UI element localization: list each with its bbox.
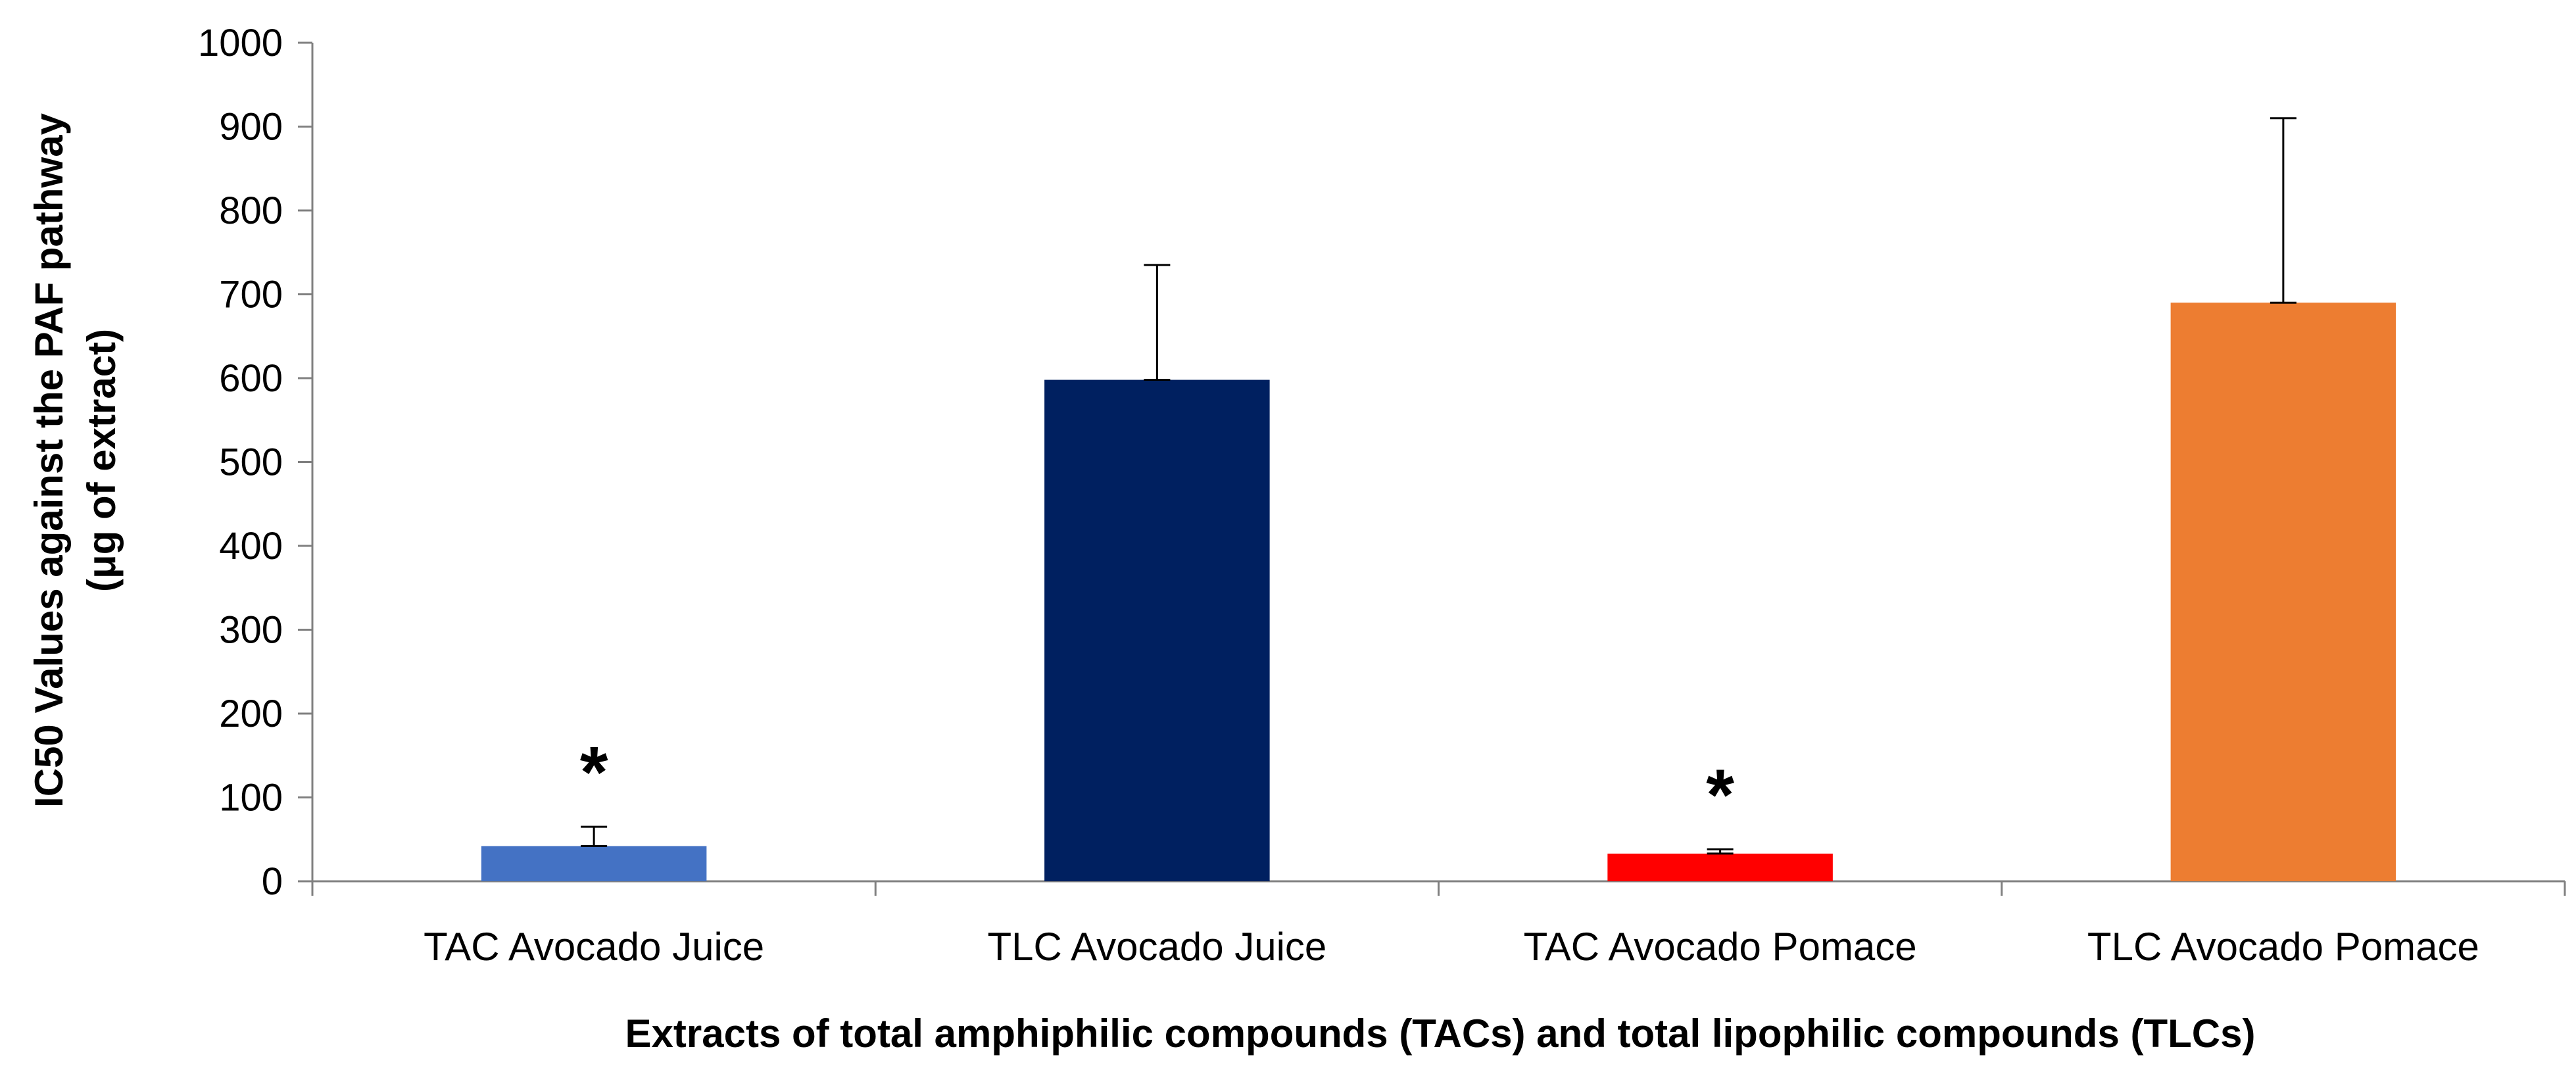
y-tick-label: 300 [219,609,283,652]
y-tick-label: 700 [219,274,283,316]
y-tick-label: 0 [262,860,283,903]
bar [481,846,707,881]
significance-marker: * [1706,755,1734,836]
y-tick-label: 100 [219,777,283,819]
bar [1044,379,1270,881]
y-tick-label: 600 [219,357,283,400]
y-tick-label: 1000 [198,22,283,64]
x-axis-title: Extracts of total amphiphilic compounds … [625,1011,2256,1056]
x-category-label: TLC Avocado Juice [987,925,1326,969]
bar [2170,303,2396,881]
y-axis-title-line1: IC50 Values against the PAF pathway [27,112,71,808]
x-category-label: TLC Avocado Pomace [2087,925,2479,969]
y-tick-label: 200 [219,693,283,735]
x-category-label: TAC Avocado Juice [424,925,764,969]
bar [1607,853,1833,881]
y-tick-label: 400 [219,525,283,568]
significance-marker: * [580,732,608,813]
y-tick-label: 900 [219,106,283,149]
x-category-label: TAC Avocado Pomace [1524,925,1917,969]
y-tick-label: 500 [219,441,283,484]
y-axis-title-line2: (μg of extract) [80,329,124,592]
y-tick-label: 800 [219,189,283,232]
